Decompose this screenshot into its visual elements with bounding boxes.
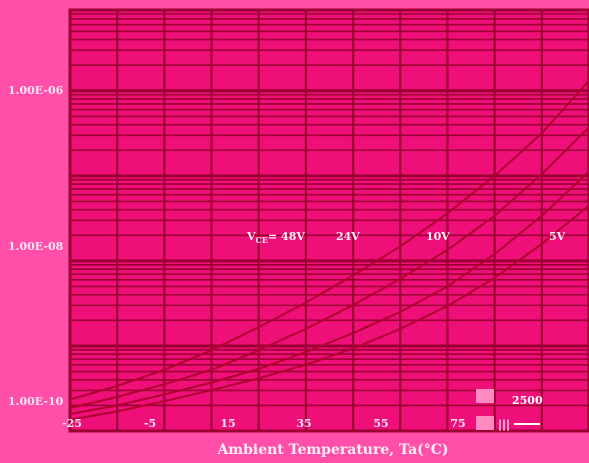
- legend: 2500 |||: [476, 389, 543, 431]
- series-label-5v: 5V: [549, 230, 566, 243]
- y-tick-label-1e-08: 1.00E-08: [8, 240, 64, 253]
- y-tick-label-1e-06: 1.00E-06: [8, 84, 64, 97]
- series-layer: [69, 79, 589, 421]
- series-line-10v: [69, 170, 589, 415]
- legend-item-2: |||: [498, 418, 510, 431]
- legend-swatch-1: [476, 389, 494, 403]
- series-label-vce-48v: VCE= 48V: [246, 230, 305, 245]
- series-line-5v: [69, 204, 589, 421]
- y-tick-label-1e-10: 1.00E-10: [8, 395, 64, 408]
- plot-frame: [68, 8, 589, 433]
- x-tick-label-15: 15: [220, 417, 235, 430]
- x-tick-label-35: 35: [296, 417, 311, 430]
- x-tick-label-55: 55: [373, 417, 388, 430]
- series-label-24v: 24V: [336, 230, 360, 243]
- grid-layer: [68, 8, 589, 433]
- x-axis-title: Ambient Temperature, Ta(°C): [216, 442, 448, 458]
- series-label-10v: 10V: [426, 230, 450, 243]
- x-tick-label-minus-25: -25: [62, 417, 82, 430]
- x-tick-label-minus-5: -5: [144, 417, 156, 430]
- series-label-vce-v: V: [246, 230, 256, 243]
- legend-swatch-2: [476, 416, 494, 430]
- series-label-vce-subscript: CE: [256, 235, 268, 245]
- series-line-vce-48v: [69, 79, 589, 401]
- series-label-vce-value: = 48V: [268, 230, 305, 243]
- x-tick-label-75: 75: [450, 417, 465, 430]
- legend-item-1: 2500: [512, 394, 543, 407]
- series-line-24v: [69, 126, 589, 409]
